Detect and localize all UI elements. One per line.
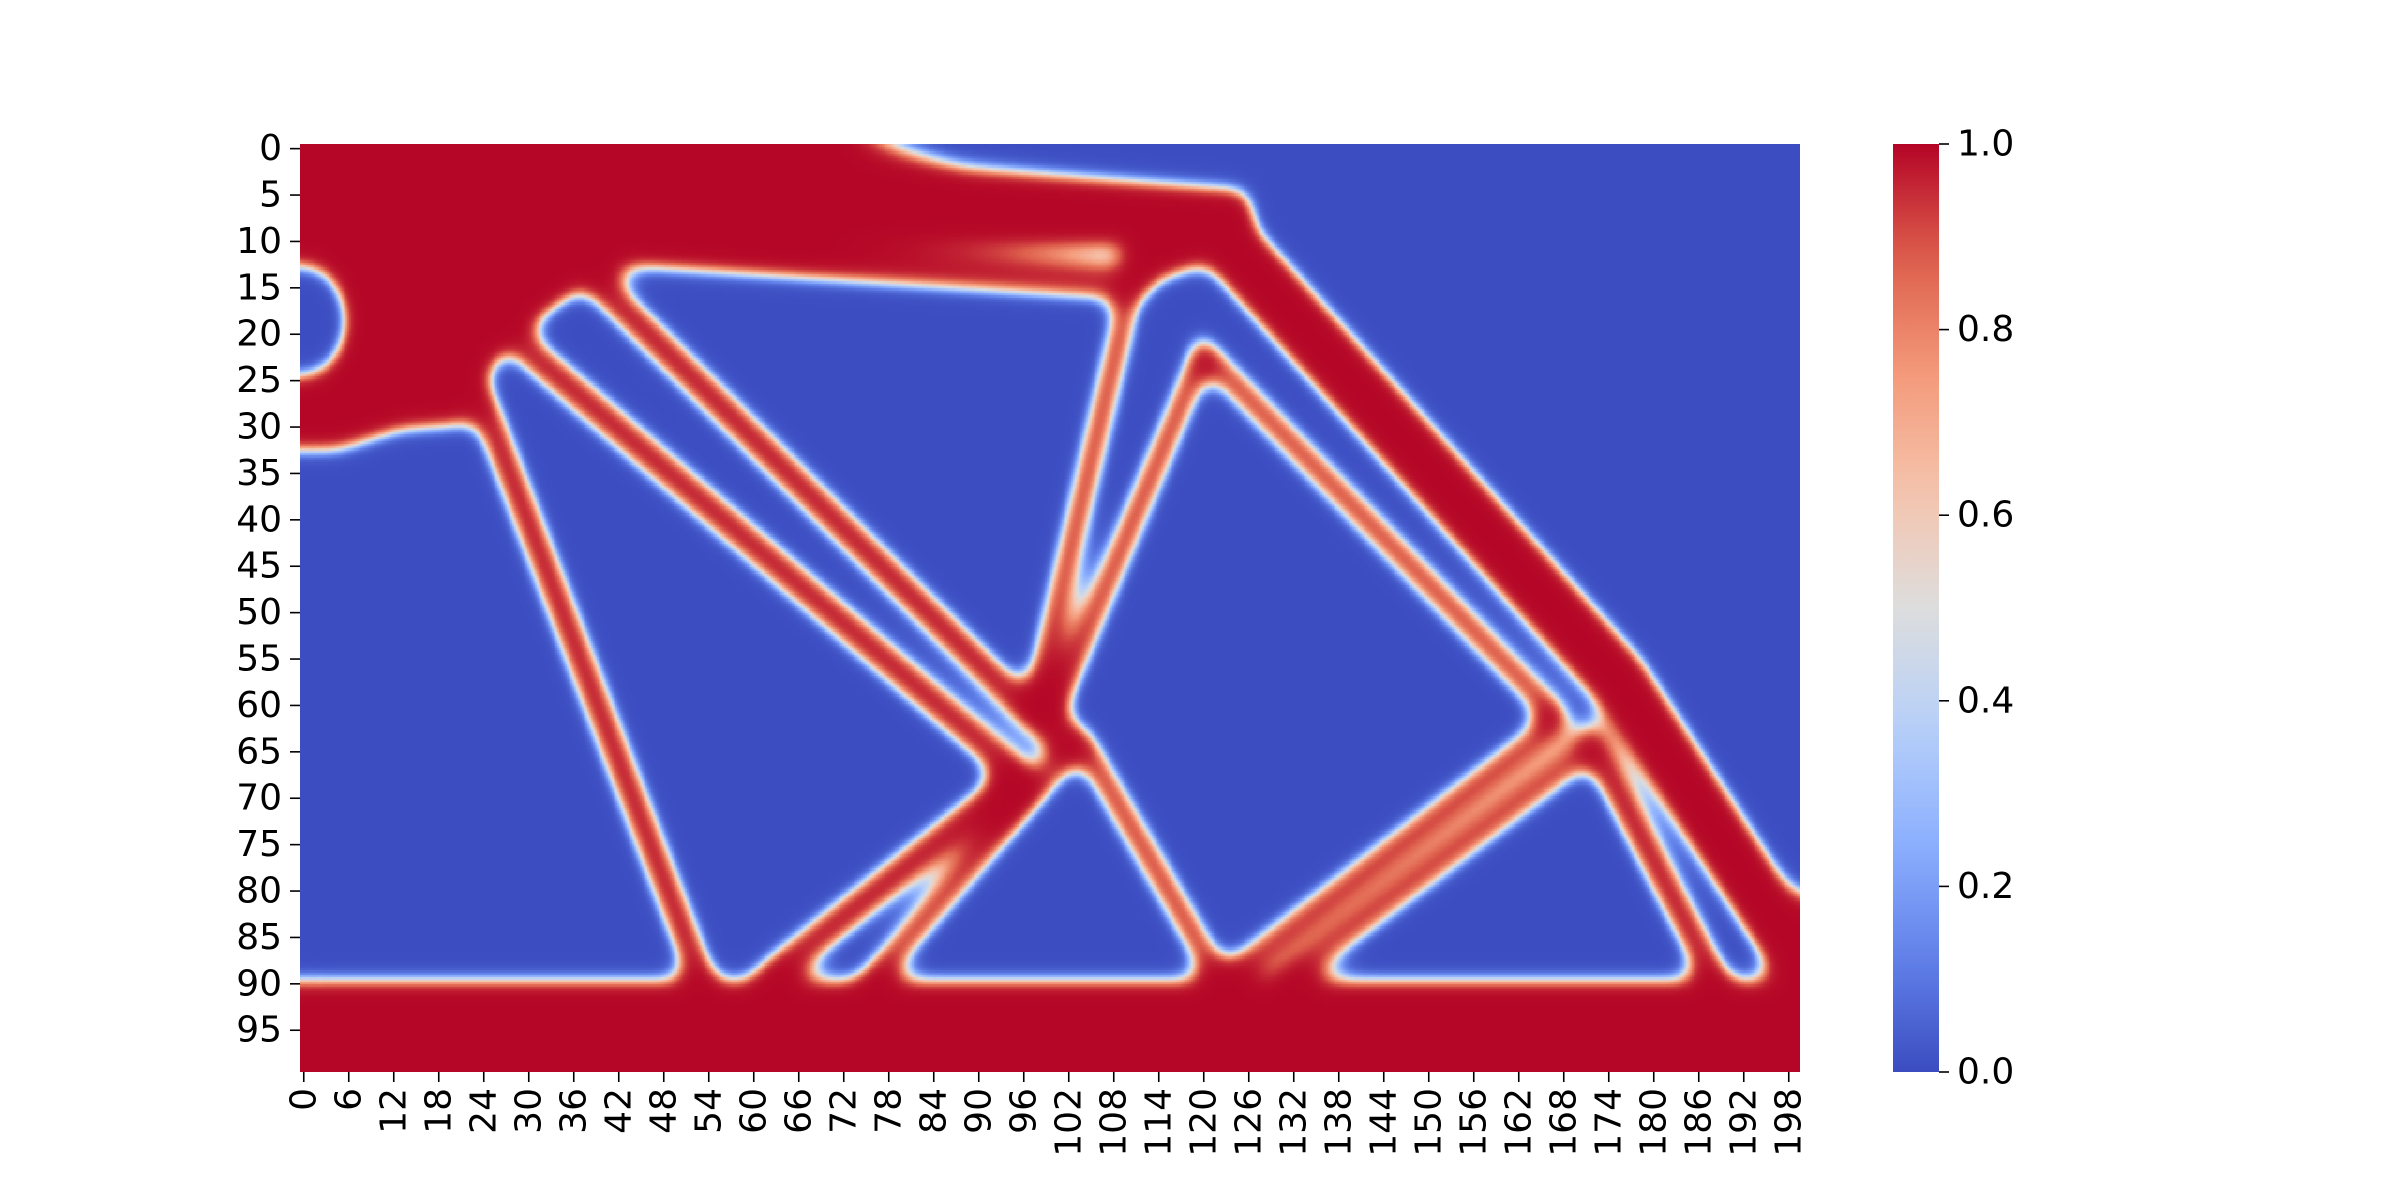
x-tick-label: 42 [598, 1088, 639, 1134]
y-tick-label: 0 [259, 128, 282, 169]
y-axis: 0 5 10 15 20 25 30 35 40 45 50 55 60 65 70 75 80 85 90 95 [236, 128, 300, 1051]
colorbar-tick-label: 0.8 [1957, 309, 2014, 350]
x-tick-label: 102 [1048, 1088, 1089, 1157]
plot-area [300, 144, 1800, 1072]
y-tick-label: 75 [236, 824, 282, 865]
colorbar-tick-label: 0.0 [1957, 1052, 2014, 1093]
y-tick-label: 20 [236, 314, 282, 355]
x-tick-label: 192 [1723, 1088, 1764, 1157]
x-tick-label: 72 [823, 1088, 864, 1134]
x-tick-label: 18 [418, 1088, 459, 1134]
x-tick-label: 54 [688, 1088, 729, 1134]
x-tick-label: 84 [913, 1088, 954, 1134]
x-tick-label: 162 [1498, 1088, 1539, 1157]
y-tick-label: 25 [236, 360, 282, 401]
x-axis: 0 6 12 18 24 30 36 42 48 54 60 66 72 78 84 90 96 102 108 11… [283, 1072, 1809, 1157]
x-tick-label: 150 [1408, 1088, 1449, 1157]
x-tick-label: 24 [463, 1088, 504, 1134]
x-tick-label: 78 [868, 1088, 909, 1134]
x-tick-label: 138 [1318, 1088, 1359, 1157]
x-tick-label: 132 [1273, 1088, 1314, 1157]
x-tick-label: 156 [1453, 1088, 1494, 1157]
y-tick-label: 95 [236, 1010, 282, 1051]
y-tick-label: 90 [236, 963, 282, 1004]
y-tick-label: 30 [236, 407, 282, 448]
x-tick-label: 180 [1633, 1088, 1674, 1157]
y-tick-label: 65 [236, 731, 282, 772]
colorbar-tick-label: 1.0 [1957, 124, 2014, 165]
x-tick-label: 198 [1768, 1088, 1809, 1157]
y-tick-label: 15 [236, 267, 282, 308]
y-tick-label: 40 [236, 499, 282, 540]
x-tick-label: 126 [1228, 1088, 1269, 1157]
x-tick-label: 108 [1093, 1088, 1134, 1157]
colorbar-tick-label: 0.6 [1957, 495, 2014, 536]
colorbar-gradient [1893, 144, 1939, 1072]
x-tick-label: 48 [643, 1088, 684, 1134]
x-tick-label: 36 [553, 1088, 594, 1134]
x-tick-label: 120 [1183, 1088, 1224, 1157]
colorbar-tick-label: 0.2 [1957, 866, 2014, 907]
x-tick-label: 174 [1588, 1088, 1629, 1157]
colorbar-tick-label: 0.4 [1957, 680, 2014, 721]
y-tick-label: 70 [236, 778, 282, 819]
x-tick-label: 90 [958, 1088, 999, 1134]
y-tick-label: 35 [236, 453, 282, 494]
x-tick-label: 30 [508, 1088, 549, 1134]
y-tick-label: 80 [236, 871, 282, 912]
y-tick-label: 85 [236, 917, 282, 958]
x-tick-label: 60 [733, 1088, 774, 1134]
heatmap-cells [300, 144, 1800, 1072]
y-tick-label: 10 [236, 221, 282, 262]
x-tick-label: 144 [1363, 1088, 1404, 1157]
x-tick-label: 6 [328, 1088, 369, 1111]
y-tick-label: 5 [259, 175, 282, 216]
colorbar: 0.0 0.2 0.4 0.6 0.8 1.0 [1893, 124, 2014, 1093]
y-tick-label: 50 [236, 592, 282, 633]
x-tick-label: 12 [373, 1088, 414, 1134]
y-tick-label: 55 [236, 639, 282, 680]
x-tick-label: 186 [1678, 1088, 1719, 1157]
x-tick-label: 0 [283, 1088, 324, 1111]
x-tick-label: 96 [1003, 1088, 1044, 1134]
y-tick-label: 60 [236, 685, 282, 726]
x-tick-label: 168 [1543, 1088, 1584, 1157]
y-tick-label: 45 [236, 546, 282, 587]
x-tick-label: 66 [778, 1088, 819, 1134]
x-tick-label: 114 [1138, 1088, 1179, 1157]
